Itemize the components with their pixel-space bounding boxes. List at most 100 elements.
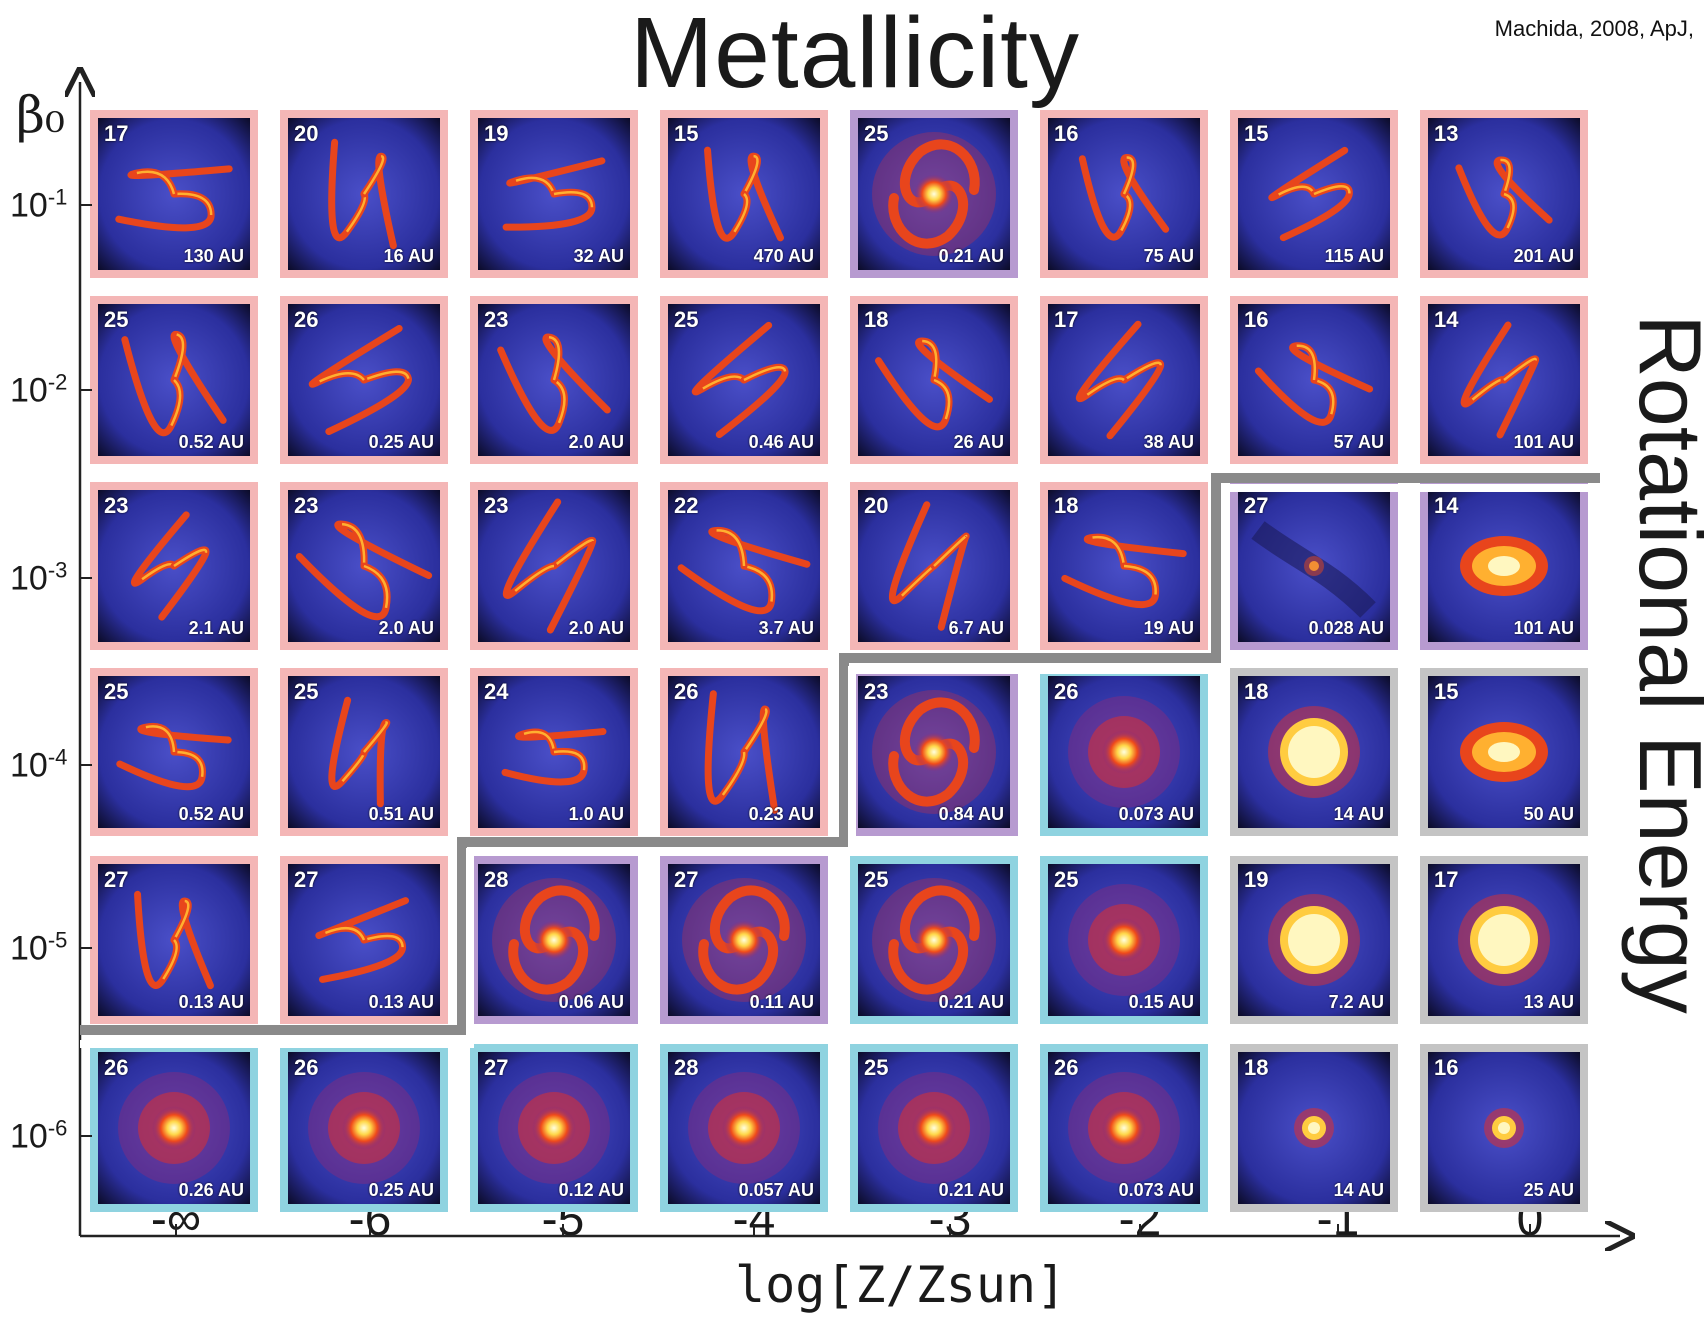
panel-scale: 101 AU — [1513, 432, 1574, 452]
panel-number: 14 — [1434, 493, 1459, 518]
density-snapshot — [858, 118, 1010, 270]
panel-number: 25 — [104, 679, 129, 704]
density-snapshot — [288, 304, 440, 456]
panel-scale: 0.073 AU — [1118, 804, 1194, 824]
panel-scale: 32 AU — [573, 246, 624, 266]
panel-number: 16 — [1244, 307, 1269, 332]
panel-scale: 0.84 AU — [938, 804, 1004, 824]
panel-number: 14 — [1434, 307, 1459, 332]
density-snapshot — [1048, 118, 1200, 270]
panel-scale: 6.7 AU — [948, 618, 1004, 638]
panel-number: 27 — [104, 867, 129, 892]
panel-number: 28 — [484, 867, 509, 892]
y-tick-label: 10-4 — [10, 744, 67, 785]
y-tick-exponent: -3 — [47, 557, 68, 583]
simulation-panel: 17 130 AU — [90, 110, 258, 278]
panel-scale: 2.0 AU — [568, 618, 624, 638]
panel-number: 27 — [484, 1055, 509, 1080]
simulation-panel: 25 0.21 AU — [850, 1044, 1018, 1212]
panel-scale: 0.25 AU — [368, 1180, 434, 1200]
density-snapshot — [668, 304, 820, 456]
y-axis-label: β₀ — [16, 86, 65, 144]
panel-number: 23 — [484, 493, 509, 518]
panel-number: 27 — [1244, 493, 1269, 518]
simulation-panel: 28 0.06 AU — [470, 856, 638, 1024]
panel-scale: 2.0 AU — [568, 432, 624, 452]
simulation-panel: 14 101 AU — [1420, 296, 1588, 464]
panel-scale: 0.028 AU — [1308, 618, 1384, 638]
simulation-panel: 24 1.0 AU — [470, 668, 638, 836]
y-tick-exponent: -4 — [47, 744, 68, 770]
citation: Machida, 2008, ApJ, — [1494, 16, 1694, 41]
simulation-panel: 27 0.028 AU — [1230, 482, 1398, 650]
panel-number: 26 — [674, 679, 699, 704]
density-snapshot — [98, 304, 250, 456]
y-tick-exponent: -2 — [47, 369, 68, 395]
simulation-panel: 20 16 AU — [280, 110, 448, 278]
simulation-panel: 27 0.11 AU — [660, 856, 828, 1024]
simulation-panel: 23 2.0 AU — [470, 482, 638, 650]
density-snapshot — [1238, 1052, 1390, 1204]
simulation-panel: 18 14 AU — [1230, 1044, 1398, 1212]
panel-number: 17 — [1434, 867, 1459, 892]
panel-number: 23 — [104, 493, 129, 518]
panel-scale: 75 AU — [1143, 246, 1194, 266]
simulation-panel: 23 2.0 AU — [280, 482, 448, 650]
panel-number: 24 — [484, 679, 509, 704]
simulation-panel: 14 101 AU — [1420, 482, 1588, 650]
panel-scale: 115 AU — [1324, 246, 1384, 266]
density-snapshot — [288, 118, 440, 270]
simulation-panel: 19 32 AU — [470, 110, 638, 278]
density-snapshot — [1048, 304, 1200, 456]
simulation-panel: 16 75 AU — [1040, 110, 1208, 278]
panel-number: 22 — [674, 493, 699, 518]
panel-scale: 0.15 AU — [1128, 992, 1194, 1012]
simulation-panel: 22 3.7 AU — [660, 482, 828, 650]
simulation-panel: 27 0.13 AU — [90, 856, 258, 1024]
panel-scale: 25 AU — [1523, 1180, 1574, 1200]
panel-scale: 101 AU — [1513, 618, 1574, 638]
panel-scale: 26 AU — [953, 432, 1004, 452]
simulation-panel: 18 14 AU — [1230, 668, 1398, 836]
panel-scale: 0.21 AU — [938, 1180, 1004, 1200]
simulation-panel: 25 0.21 AU — [850, 110, 1018, 278]
panel-scale: 13 AU — [1523, 992, 1574, 1012]
panel-scale: 57 AU — [1333, 432, 1384, 452]
density-snapshot — [1428, 118, 1580, 270]
panel-scale: 0.52 AU — [178, 804, 244, 824]
simulation-panel: 26 0.26 AU — [90, 1044, 258, 1212]
panel-number: 26 — [104, 1055, 129, 1080]
panel-number: 20 — [864, 493, 889, 518]
y-tick-base: 10 — [10, 186, 48, 225]
panel-number: 23 — [294, 493, 319, 518]
panel-scale: 0.25 AU — [368, 432, 434, 452]
panel-number: 26 — [1054, 679, 1079, 704]
density-snapshot — [668, 118, 820, 270]
panel-number: 19 — [1244, 867, 1269, 892]
density-snapshot — [478, 304, 630, 456]
density-snapshot — [1048, 1052, 1200, 1204]
panel-number: 25 — [674, 307, 699, 332]
density-snapshot — [288, 1052, 440, 1204]
simulation-panel: 18 19 AU — [1040, 482, 1208, 650]
simulation-panel: 28 0.057 AU — [660, 1044, 828, 1212]
simulation-panel: 25 0.21 AU — [850, 856, 1018, 1024]
panel-number: 15 — [1434, 679, 1459, 704]
density-snapshot — [1238, 304, 1390, 456]
rotational-energy-label: Rotational Energy — [1621, 314, 1708, 1014]
panel-scale: 19 AU — [1143, 618, 1194, 638]
panel-number: 16 — [1054, 121, 1079, 146]
y-tick-label: 10-5 — [10, 927, 67, 968]
density-snapshot — [98, 118, 250, 270]
panel-scale: 0.13 AU — [178, 992, 244, 1012]
simulation-panel: 15 50 AU — [1420, 668, 1588, 836]
panel-number: 25 — [1054, 867, 1079, 892]
panel-scale: 0.26 AU — [178, 1180, 244, 1200]
panel-number: 26 — [1054, 1055, 1079, 1080]
y-tick-base: 10 — [10, 559, 48, 598]
panel-scale: 50 AU — [1523, 804, 1574, 824]
panel-scale: 0.073 AU — [1118, 1180, 1194, 1200]
simulation-panel: 13 201 AU — [1420, 110, 1588, 278]
panel-scale: 470 AU — [753, 246, 814, 266]
panel-number: 25 — [104, 307, 129, 332]
